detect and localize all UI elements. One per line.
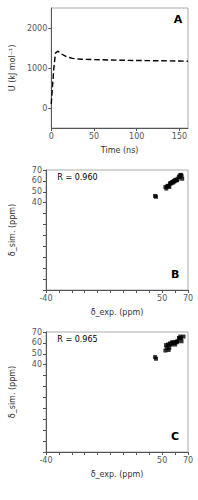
svg-text:δ_sim. (ppm): δ_sim. (ppm)	[8, 366, 17, 418]
svg-text:50: 50	[157, 294, 167, 303]
svg-text:C: C	[171, 430, 179, 443]
svg-text:B: B	[171, 268, 179, 281]
svg-text:50: 50	[32, 187, 42, 196]
svg-text:U (kJ mol⁻¹): U (kJ mol⁻¹)	[8, 45, 17, 92]
svg-text:R = 0.965: R = 0.965	[57, 335, 97, 344]
svg-text:70: 70	[32, 328, 42, 337]
svg-text:R = 0.960: R = 0.960	[57, 173, 97, 182]
svg-text:1000: 1000	[27, 64, 47, 73]
svg-text:δ_exp. (ppm): δ_exp. (ppm)	[91, 308, 144, 317]
svg-text:70: 70	[32, 166, 42, 175]
svg-text:60: 60	[32, 176, 42, 185]
svg-text:50: 50	[89, 132, 99, 141]
svg-text:70: 70	[183, 456, 193, 465]
svg-text:-40: -40	[39, 456, 52, 465]
svg-text:δ_exp. (ppm): δ_exp. (ppm)	[91, 470, 144, 479]
svg-text:150: 150	[172, 132, 187, 141]
svg-text:60: 60	[32, 338, 42, 347]
svg-text:50: 50	[32, 349, 42, 358]
svg-text:A: A	[174, 13, 183, 26]
svg-text:0: 0	[49, 132, 54, 141]
svg-text:0: 0	[42, 104, 47, 113]
svg-text:Time (ns): Time (ns)	[100, 146, 139, 155]
svg-text:70: 70	[183, 294, 193, 303]
svg-text:2000: 2000	[27, 24, 47, 33]
svg-text:-40: -40	[39, 294, 52, 303]
svg-text:40: 40	[32, 360, 42, 369]
svg-text:δ_sim. (ppm): δ_sim. (ppm)	[8, 204, 17, 256]
svg-text:50: 50	[157, 456, 167, 465]
svg-text:100: 100	[129, 132, 144, 141]
svg-text:40: 40	[32, 198, 42, 207]
